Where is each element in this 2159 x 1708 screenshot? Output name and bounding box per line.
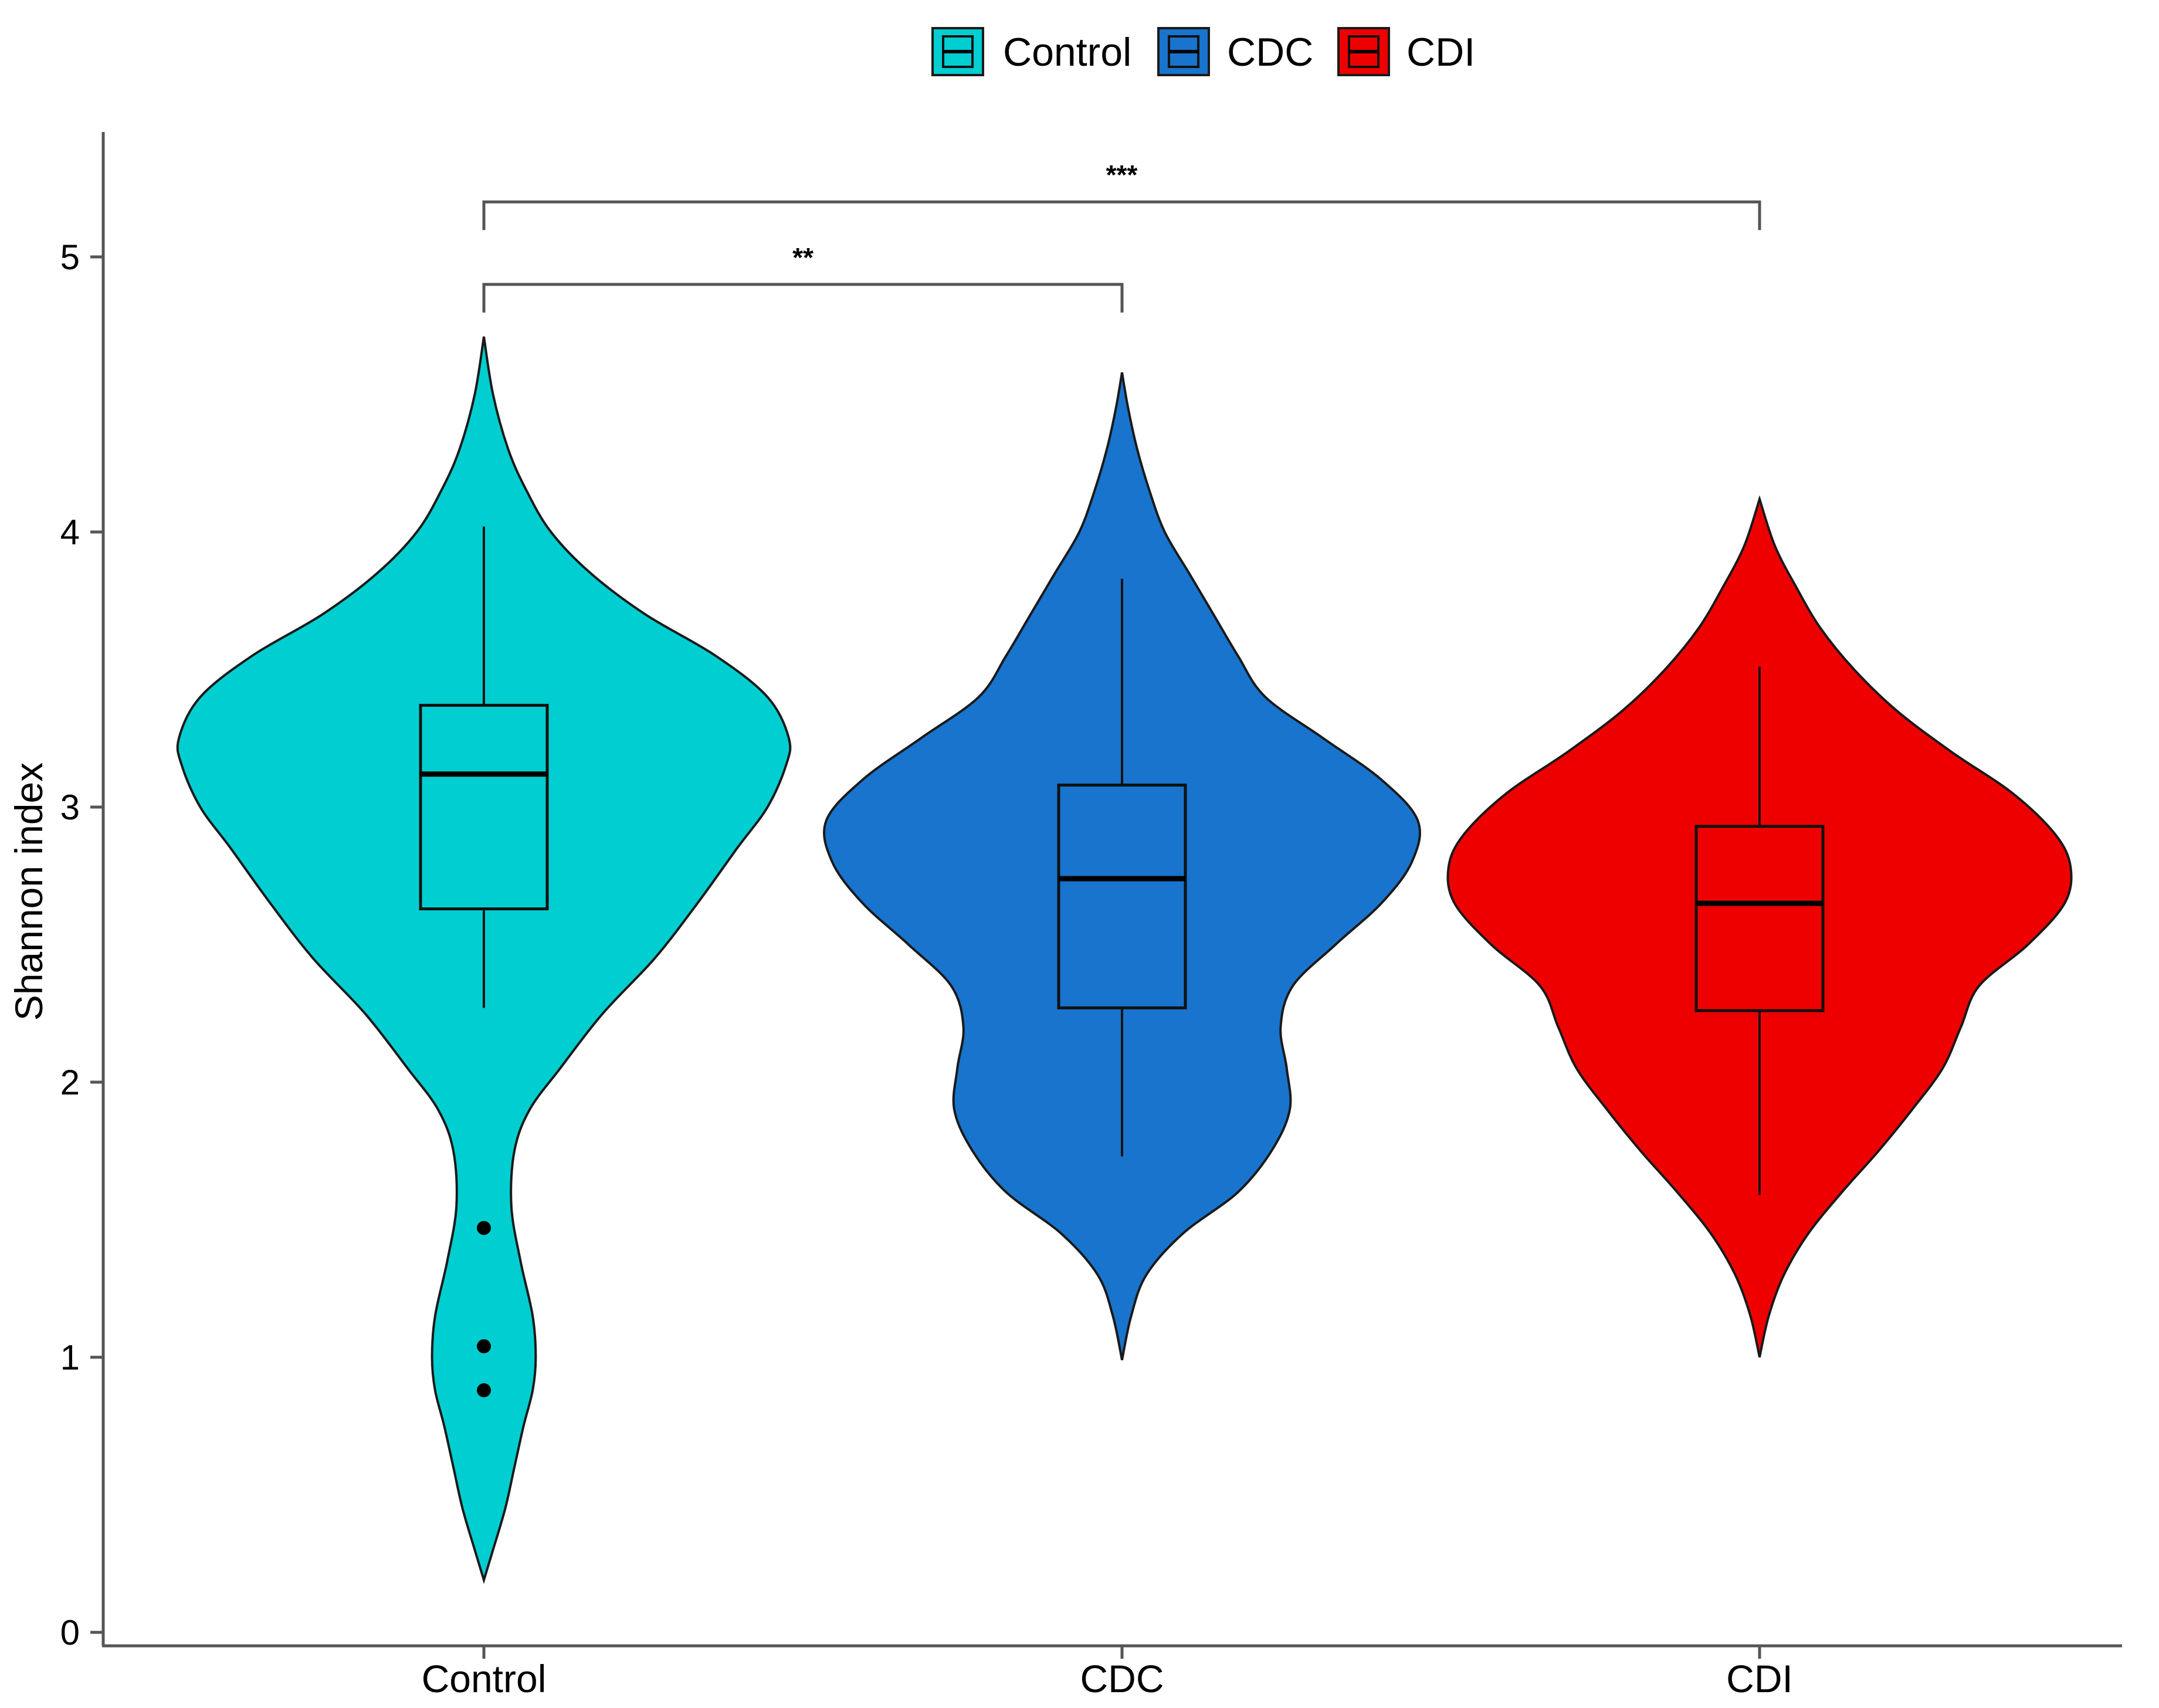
- legend-label-cdc: CDC: [1227, 30, 1313, 74]
- y-tick-label: 0: [60, 1613, 80, 1652]
- legend: Control CDC CDI: [931, 27, 1475, 76]
- y-tick-label: 3: [60, 788, 80, 827]
- y-axis-title: Shannon index: [7, 762, 50, 1021]
- plot-area: *****: [176, 160, 2073, 1584]
- outlier-point: [477, 1221, 491, 1235]
- legend-label-cdi: CDI: [1406, 30, 1475, 74]
- box-cdi: [1694, 825, 1825, 1012]
- y-tick-label: 2: [60, 1063, 80, 1102]
- box-control: [419, 703, 549, 911]
- x-tick-label: Control: [422, 1657, 547, 1700]
- axes: 0 1 2 3 4 5 Control CDC CDI: [60, 132, 2122, 1700]
- violin-cdc: [823, 372, 1421, 1361]
- significance-label: **: [792, 242, 814, 273]
- violin-cdi: [1446, 495, 2073, 1358]
- y-tick-label: 1: [60, 1338, 80, 1377]
- significance-label: ***: [1106, 160, 1138, 190]
- outlier-point: [477, 1339, 491, 1354]
- x-tick-label: CDI: [1726, 1657, 1793, 1700]
- y-tick-label: 4: [60, 513, 80, 552]
- significance-bracket: [482, 200, 1761, 231]
- outlier-point: [477, 1383, 491, 1398]
- legend-label-control: Control: [1003, 30, 1131, 74]
- significance-bracket: [482, 283, 1124, 313]
- x-tick-label: CDC: [1080, 1657, 1164, 1700]
- y-tick-label: 5: [60, 238, 80, 277]
- box-cdc: [1057, 783, 1187, 1009]
